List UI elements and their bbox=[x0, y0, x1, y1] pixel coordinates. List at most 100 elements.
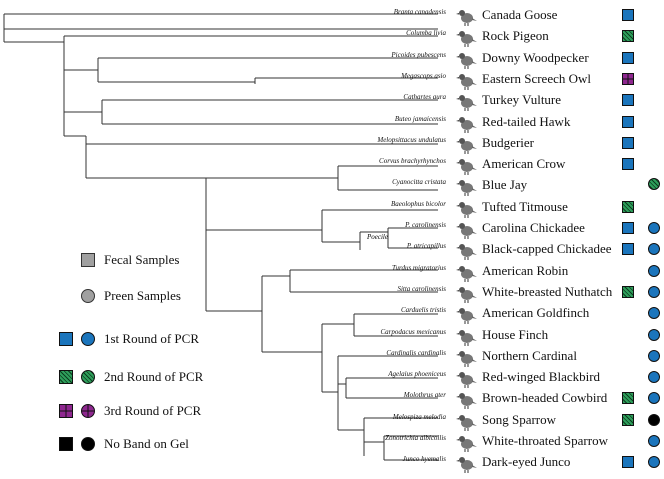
bird-illustration-icon bbox=[455, 177, 477, 197]
preen-result-marker bbox=[648, 264, 660, 277]
preen-result-marker bbox=[648, 392, 660, 405]
common-name: Turkey Vulture bbox=[482, 92, 562, 108]
scientific-name: Cardinalis cardinalis bbox=[386, 348, 446, 357]
fecal-result-marker bbox=[622, 115, 634, 128]
common-name: House Finch bbox=[482, 326, 549, 342]
bird-illustration-icon bbox=[455, 284, 477, 304]
bird-illustration-icon bbox=[455, 7, 477, 27]
bird-illustration-icon bbox=[455, 50, 477, 70]
scientific-name: Baeolophus bicolor bbox=[390, 199, 446, 208]
legend-second-circle bbox=[81, 370, 95, 384]
preen-result-marker bbox=[648, 307, 660, 320]
common-name: Blue Jay bbox=[482, 177, 528, 193]
scientific-name: Carpodacus mexicanus bbox=[380, 327, 446, 336]
fecal-result-marker bbox=[622, 413, 634, 426]
scientific-name: Sitta carolinensis bbox=[397, 284, 446, 293]
fecal-result-marker bbox=[622, 136, 634, 149]
preen-result-marker bbox=[648, 371, 660, 384]
fecal-result-marker bbox=[622, 200, 634, 213]
scientific-name: Corvus brachyrhynchos bbox=[379, 157, 446, 166]
scientific-name: Buteo jamaicensis bbox=[394, 114, 446, 123]
legend-fecal-swatch bbox=[81, 253, 95, 267]
bird-illustration-icon bbox=[455, 327, 477, 347]
scientific-name: Turdus migratorius bbox=[391, 263, 446, 272]
bird-illustration-icon bbox=[455, 369, 477, 389]
legend-second-label: 2nd Round of PCR bbox=[104, 369, 204, 384]
common-name: American Goldfinch bbox=[482, 305, 590, 321]
fecal-result-marker bbox=[622, 51, 634, 64]
common-name: American Crow bbox=[482, 156, 566, 172]
legend-first-label: 1st Round of PCR bbox=[104, 331, 199, 346]
legend-third-label: 3rd Round of PCR bbox=[104, 403, 202, 418]
bird-illustration-icon bbox=[455, 454, 477, 474]
common-name: Budgerier bbox=[482, 134, 534, 150]
common-name: Carolina Chickadee bbox=[482, 220, 585, 235]
preen-result-marker bbox=[648, 328, 660, 341]
scientific-name: Picoides pubescens bbox=[391, 50, 446, 59]
legend-fecal-label: Fecal Samples bbox=[104, 252, 180, 267]
bird-illustration-icon bbox=[455, 412, 477, 432]
common-name: Tufted Titmouse bbox=[482, 198, 568, 214]
fecal-result-marker bbox=[622, 222, 634, 234]
common-name: Song Sparrow bbox=[482, 411, 557, 427]
fecal-result-marker bbox=[622, 94, 634, 107]
bird-illustration-icon bbox=[455, 28, 477, 48]
legend-first-square bbox=[59, 332, 73, 346]
scientific-name: Junco hyemalis bbox=[402, 455, 446, 464]
fecal-result-marker bbox=[622, 285, 634, 298]
legend-nogel-square bbox=[59, 437, 73, 451]
scientific-name: Agelaius phoeniceus bbox=[388, 370, 446, 379]
legend-first-circle bbox=[81, 332, 95, 346]
common-name: Rock Pigeon bbox=[482, 28, 549, 44]
common-name: American Robin bbox=[482, 262, 569, 278]
common-name: Brown-headed Cowbird bbox=[482, 390, 608, 406]
scientific-name: Melospiza melodia bbox=[392, 412, 446, 421]
preen-result-marker bbox=[648, 456, 660, 469]
preen-result-marker bbox=[648, 243, 660, 256]
bird-illustration-icon bbox=[455, 220, 477, 240]
scientific-name: Megascops asio bbox=[401, 71, 446, 80]
clade-label-poecile: Poecile bbox=[367, 233, 388, 241]
scientific-name: Branta canadensis bbox=[393, 8, 446, 16]
legend-third-square bbox=[59, 404, 73, 418]
bird-illustration-icon bbox=[455, 433, 477, 453]
scientific-name: P. carolinensis bbox=[405, 221, 446, 229]
bird-illustration-icon bbox=[455, 156, 477, 176]
legend-preen-label: Preen Samples bbox=[104, 288, 181, 303]
fecal-result-marker bbox=[622, 9, 634, 21]
common-name: Eastern Screech Owl bbox=[482, 70, 592, 86]
fecal-result-marker bbox=[622, 158, 634, 171]
scientific-name: Columba livia bbox=[406, 29, 446, 38]
bird-illustration-icon bbox=[455, 263, 477, 283]
preen-result-marker bbox=[648, 413, 660, 426]
scientific-name: P. atricapillus bbox=[406, 242, 446, 251]
bird-illustration-icon bbox=[455, 305, 477, 325]
scientific-name: Carduelis tristis bbox=[400, 306, 446, 315]
fecal-result-marker bbox=[622, 392, 634, 405]
fecal-result-marker bbox=[622, 456, 634, 469]
common-name: Dark-eyed Junco bbox=[482, 454, 571, 470]
preen-result-marker bbox=[648, 435, 660, 447]
legend-nogel-circle bbox=[81, 437, 95, 451]
scientific-name: Molothrus ater bbox=[403, 391, 446, 400]
bird-illustration-icon bbox=[455, 71, 477, 91]
common-name: Black-capped Chickadee bbox=[482, 241, 612, 257]
fecal-result-marker bbox=[622, 72, 634, 85]
legend-nogel-label: No Band on Gel bbox=[104, 436, 189, 451]
preen-result-marker bbox=[648, 285, 660, 298]
preen-result-marker bbox=[648, 349, 660, 362]
bird-illustration-icon bbox=[455, 241, 477, 261]
fecal-result-marker bbox=[622, 30, 634, 43]
preen-result-marker bbox=[648, 178, 660, 191]
common-name: White-breasted Nuthatch bbox=[482, 283, 613, 299]
legend-preen-swatch bbox=[81, 289, 95, 303]
bird-illustration-icon bbox=[455, 114, 477, 134]
bird-illustration-icon bbox=[455, 199, 477, 219]
legend-third-circle bbox=[81, 404, 95, 418]
common-name: Downy Woodpecker bbox=[482, 49, 589, 65]
common-name: Northern Cardinal bbox=[482, 347, 577, 363]
bird-illustration-icon bbox=[455, 92, 477, 112]
legend-second-square bbox=[59, 370, 73, 384]
scientific-name: Melopsittacus undulatus bbox=[377, 135, 446, 144]
